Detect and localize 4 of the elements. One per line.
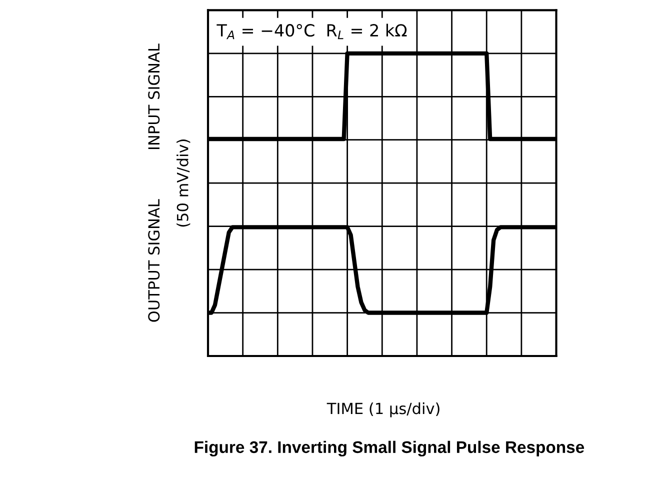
text: T$_{A}$ = −40°C R$_{L}$ = 2 kΩ (216, 24, 407, 40)
text: TIME (1 μs/div) (326, 402, 440, 418)
text: Figure 37. Inverting Small Signal Pulse Response (194, 440, 584, 456)
y-axis-title: OUTPUT SIGNAL INPUT SIGNAL (50 mV/div) (148, 44, 190, 322)
